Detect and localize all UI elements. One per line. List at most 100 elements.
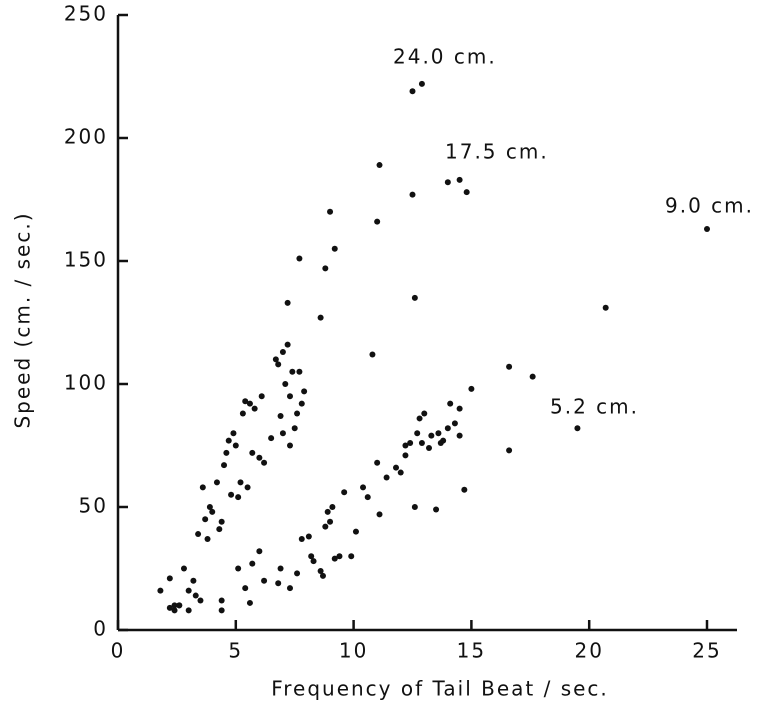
point (235, 565, 242, 572)
point (249, 449, 256, 456)
point (461, 486, 468, 493)
point (341, 489, 348, 496)
point (279, 349, 286, 356)
x-tick-label: 25 (692, 639, 721, 663)
y-tick-label: 100 (64, 371, 108, 395)
point (602, 304, 609, 311)
point (506, 363, 513, 370)
point (444, 425, 451, 432)
point (197, 597, 204, 604)
point (327, 208, 334, 215)
point (261, 577, 268, 584)
point (286, 393, 293, 400)
point (239, 410, 246, 417)
point (225, 437, 232, 444)
point (277, 565, 284, 572)
point (425, 444, 432, 451)
point (296, 368, 303, 375)
point (251, 405, 258, 412)
point (428, 432, 435, 439)
point (230, 430, 237, 437)
point (447, 400, 454, 407)
point (308, 553, 315, 560)
point (199, 484, 206, 491)
point (529, 373, 536, 380)
y-tick-label: 200 (64, 125, 108, 149)
point (317, 314, 324, 321)
point (433, 506, 440, 513)
point (246, 400, 253, 407)
point (456, 432, 463, 439)
point (228, 491, 235, 498)
point (190, 577, 197, 584)
point (195, 531, 202, 538)
point (218, 607, 225, 614)
point (216, 526, 223, 533)
point (360, 484, 367, 491)
point (411, 294, 418, 301)
point (348, 553, 355, 560)
point (171, 607, 178, 614)
point (369, 351, 376, 358)
point (256, 454, 263, 461)
y-tick-label: 0 (93, 617, 108, 641)
point (176, 602, 183, 609)
point (376, 511, 383, 518)
point (364, 494, 371, 501)
y-tick-label: 50 (79, 494, 108, 518)
point (376, 162, 383, 169)
point (286, 585, 293, 592)
point (418, 80, 425, 87)
point (279, 430, 286, 437)
y-axis-label: Speed (cm. / sec.) (11, 211, 35, 428)
point (223, 449, 230, 456)
point (237, 479, 244, 486)
point (409, 191, 416, 198)
point (411, 504, 418, 510)
point (317, 567, 324, 574)
point (256, 548, 263, 555)
point (289, 368, 296, 375)
point (463, 189, 470, 196)
point (437, 440, 444, 447)
point (409, 88, 416, 95)
point (418, 440, 425, 447)
point (166, 575, 173, 582)
point (157, 587, 164, 594)
point (242, 398, 249, 405)
annotation: 5.2 cm. (550, 395, 639, 419)
point (416, 415, 423, 422)
x-tick-label: 15 (457, 639, 486, 663)
point (298, 400, 305, 407)
y-tick-label: 250 (64, 2, 108, 26)
point (221, 462, 228, 469)
point (209, 508, 216, 515)
point (331, 245, 338, 252)
point (249, 560, 256, 567)
point (268, 435, 275, 442)
x-axis-label: Frequency of Tail Beat / sec. (271, 677, 609, 701)
point (166, 604, 173, 611)
annotation: 24.0 cm. (393, 45, 497, 69)
point (456, 176, 463, 183)
point (574, 425, 581, 432)
point (324, 508, 331, 515)
point (296, 255, 303, 262)
point (294, 570, 301, 577)
point (704, 226, 710, 233)
point (235, 494, 242, 501)
point (294, 410, 301, 417)
point (506, 447, 513, 454)
point (414, 430, 421, 437)
point (282, 381, 289, 387)
point (218, 518, 225, 525)
x-tick-label: 10 (339, 639, 368, 663)
point (352, 528, 359, 535)
point (291, 425, 298, 432)
point (402, 452, 409, 459)
y-tick-label: 150 (64, 248, 108, 272)
point (421, 410, 428, 417)
x-tick-label: 0 (111, 639, 126, 663)
point (284, 299, 291, 306)
